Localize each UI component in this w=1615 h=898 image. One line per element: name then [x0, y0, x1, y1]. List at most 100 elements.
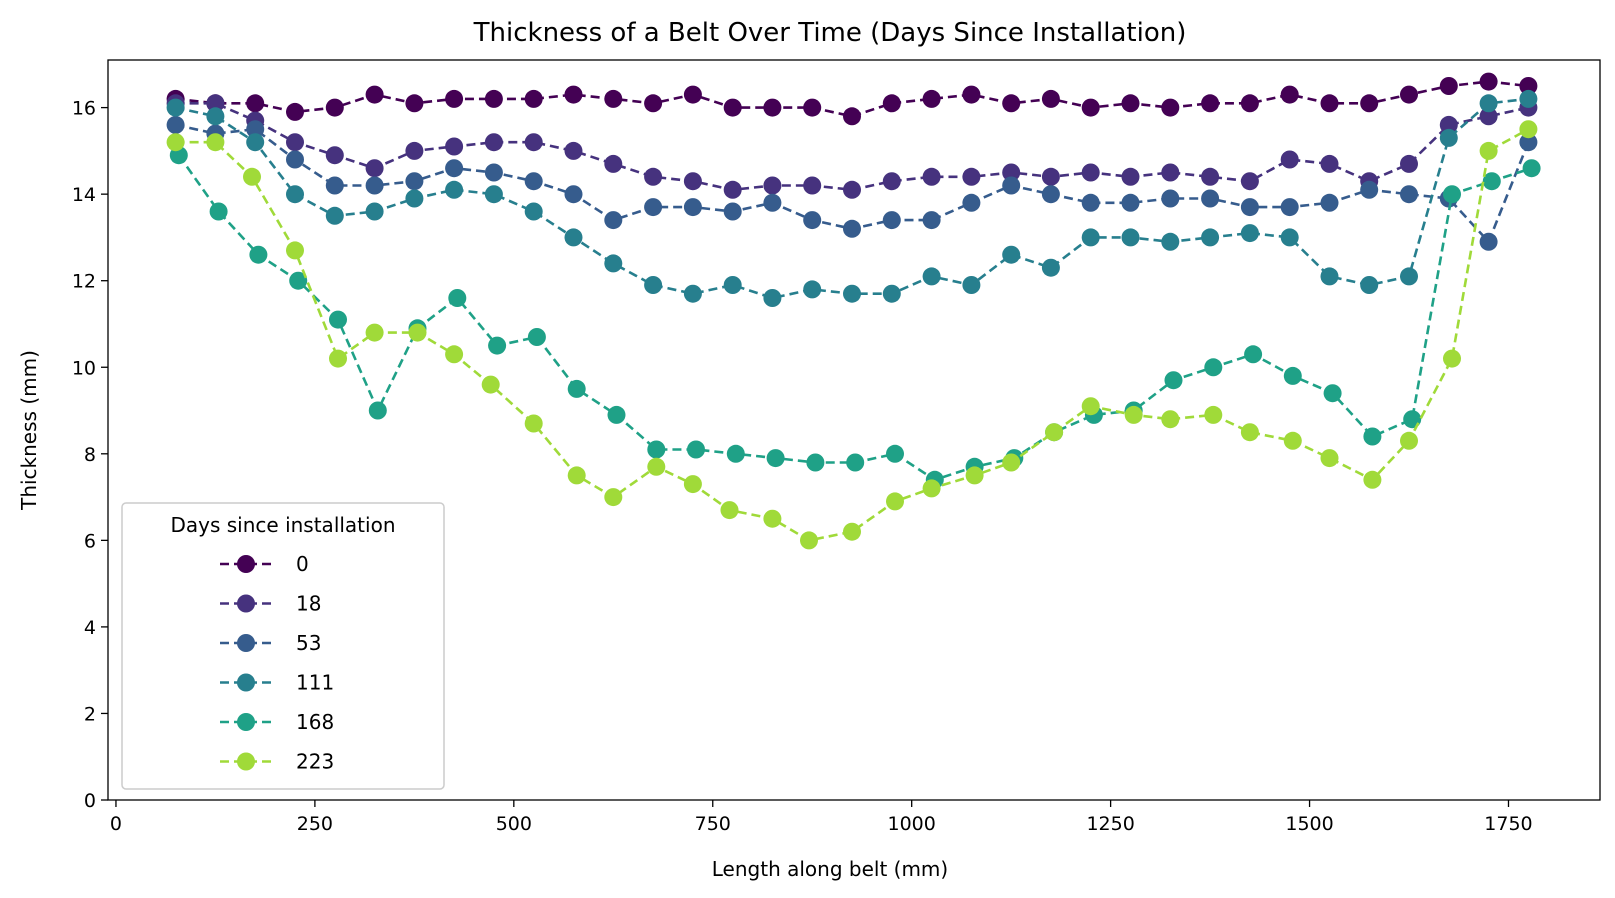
data-point — [723, 202, 742, 221]
legend-marker — [237, 555, 255, 573]
legend-title: Days since installation — [170, 513, 395, 537]
data-point — [1522, 159, 1541, 178]
data-point — [325, 98, 344, 117]
data-point — [962, 276, 981, 294]
data-point — [965, 466, 984, 485]
data-point — [843, 219, 861, 238]
data-point — [763, 289, 782, 307]
data-point — [1161, 163, 1180, 182]
data-point — [365, 176, 384, 195]
data-point — [644, 94, 663, 113]
data-point — [1240, 224, 1259, 243]
data-point — [405, 141, 424, 160]
data-point — [1400, 267, 1418, 286]
y-axis-label: Thickness (mm) — [17, 350, 41, 511]
y-tick-label: 2 — [84, 703, 96, 725]
x-axis: 0 250 500 750 1000 1250 1500 1750 — [110, 800, 1533, 835]
data-point — [1320, 154, 1339, 173]
data-point — [481, 375, 500, 394]
data-point — [1081, 228, 1100, 247]
data-point — [243, 167, 261, 186]
data-point — [1121, 193, 1140, 212]
legend-label: 223 — [296, 750, 334, 774]
data-point — [1360, 180, 1379, 199]
legend-marker — [237, 594, 255, 613]
data-point — [843, 180, 861, 199]
data-point — [882, 94, 901, 113]
data-point — [886, 492, 904, 511]
data-point — [567, 379, 586, 398]
data-point — [484, 89, 503, 108]
data-point — [843, 522, 861, 541]
data-point — [1320, 267, 1339, 286]
legend-label: 53 — [296, 631, 321, 655]
data-point — [763, 193, 782, 212]
data-point — [1204, 358, 1223, 377]
data-point — [843, 107, 861, 126]
data-point — [803, 211, 822, 230]
data-point — [644, 167, 663, 186]
series-111 — [166, 89, 1538, 307]
data-point — [766, 449, 785, 468]
data-point — [365, 202, 384, 221]
data-point — [524, 172, 543, 191]
data-point — [683, 198, 702, 217]
data-point — [448, 289, 467, 307]
data-point — [683, 475, 702, 494]
legend-label: 168 — [296, 710, 334, 734]
plot-frame — [107, 59, 1601, 801]
data-point — [206, 94, 225, 113]
data-point — [882, 284, 901, 303]
legend-entry-168: 168 — [220, 710, 334, 734]
legend-marker — [237, 752, 255, 771]
data-point — [206, 107, 225, 126]
data-point — [1081, 98, 1100, 117]
data-point — [882, 211, 901, 230]
y-tick-label: 12 — [72, 271, 96, 293]
data-point — [286, 133, 304, 152]
x-tick-label: 1750 — [1484, 813, 1532, 835]
data-point — [1121, 167, 1140, 186]
data-point — [1519, 89, 1538, 108]
data-point — [246, 120, 265, 139]
data-point — [1360, 94, 1379, 113]
y-axis: 0 2 4 6 8 10 12 14 16 — [72, 98, 108, 812]
data-point — [723, 98, 742, 117]
x-tick-label: 500 — [496, 813, 532, 835]
legend-entry-0: 0 — [220, 552, 309, 576]
data-point — [1124, 405, 1143, 424]
data-point — [886, 444, 904, 463]
data-point — [1280, 150, 1299, 169]
data-point — [647, 440, 666, 459]
data-point — [445, 137, 464, 156]
data-point — [1280, 85, 1299, 104]
data-point — [368, 401, 387, 420]
data-point — [166, 98, 185, 117]
data-point — [1320, 449, 1339, 468]
data-point — [683, 172, 702, 191]
data-point — [567, 466, 586, 485]
data-point — [962, 167, 981, 186]
legend-label: 0 — [296, 552, 309, 576]
data-point — [524, 202, 543, 221]
data-point — [1439, 77, 1458, 95]
data-point — [1400, 431, 1418, 450]
data-point — [604, 89, 623, 108]
data-point — [800, 531, 818, 550]
data-point — [1002, 245, 1021, 264]
data-point — [484, 163, 503, 182]
data-point — [723, 180, 742, 199]
data-point — [922, 89, 941, 108]
legend-marker — [237, 713, 255, 731]
data-point — [1443, 349, 1461, 368]
series-53 — [166, 115, 1538, 251]
data-point — [405, 94, 424, 113]
data-point — [806, 453, 825, 472]
data-point — [1201, 228, 1220, 247]
data-point — [524, 89, 543, 108]
legend-marker — [237, 673, 255, 692]
data-point — [286, 185, 304, 204]
data-point — [1519, 77, 1538, 95]
data-point — [1002, 94, 1021, 113]
data-point — [683, 85, 702, 104]
